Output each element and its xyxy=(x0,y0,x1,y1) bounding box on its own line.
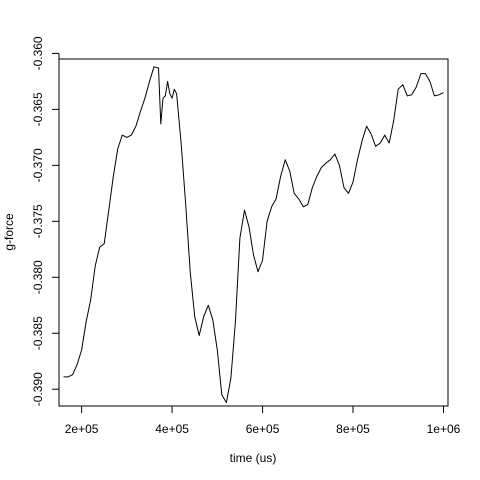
x-axis-label: time (us) xyxy=(230,451,277,465)
y-tick-label: -0.370 xyxy=(31,148,45,182)
x-tick-label: 6e+05 xyxy=(246,422,280,436)
x-tick-label: 4e+05 xyxy=(155,422,189,436)
y-tick-label: -0.360 xyxy=(31,36,45,70)
y-axis: -0.390 -0.385 -0.380 -0.375 -0.370 -0.365 -0.3… xyxy=(31,36,60,406)
y-tick-label: -0.385 xyxy=(31,316,45,350)
x-tick-label: 2e+05 xyxy=(65,422,99,436)
y-axis-label: g-force xyxy=(2,213,16,251)
x-tick-label: 8e+05 xyxy=(336,422,370,436)
y-tick-label: -0.375 xyxy=(31,204,45,238)
plot-frame xyxy=(58,58,449,407)
x-tick-label: 1e+06 xyxy=(427,422,461,436)
x-axis: 2e+05 4e+05 6e+05 8e+05 1e+06 xyxy=(65,405,461,436)
y-tick-label: -0.390 xyxy=(31,372,45,406)
series-layer xyxy=(63,66,444,404)
y-tick-label: -0.365 xyxy=(31,92,45,126)
series-line xyxy=(63,66,444,404)
y-tick-label: -0.380 xyxy=(31,260,45,294)
